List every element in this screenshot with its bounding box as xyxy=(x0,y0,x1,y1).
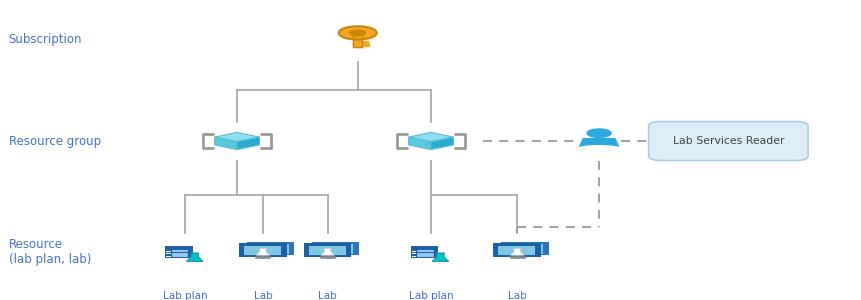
FancyBboxPatch shape xyxy=(492,243,541,257)
Polygon shape xyxy=(431,253,449,261)
Polygon shape xyxy=(214,132,259,142)
FancyBboxPatch shape xyxy=(498,246,535,256)
Polygon shape xyxy=(510,248,523,255)
Polygon shape xyxy=(256,248,269,255)
Text: Lab: Lab xyxy=(507,291,526,300)
FancyBboxPatch shape xyxy=(312,242,358,255)
Text: Subscription: Subscription xyxy=(9,32,82,46)
Bar xyxy=(353,32,362,47)
Polygon shape xyxy=(237,137,259,150)
Polygon shape xyxy=(186,253,203,261)
Circle shape xyxy=(586,129,610,137)
FancyBboxPatch shape xyxy=(251,244,288,254)
FancyBboxPatch shape xyxy=(238,243,286,257)
Polygon shape xyxy=(408,132,453,142)
FancyBboxPatch shape xyxy=(411,246,438,258)
FancyBboxPatch shape xyxy=(246,242,294,255)
Polygon shape xyxy=(408,137,430,150)
FancyBboxPatch shape xyxy=(308,246,345,256)
FancyBboxPatch shape xyxy=(501,242,548,255)
FancyBboxPatch shape xyxy=(165,246,192,258)
FancyBboxPatch shape xyxy=(303,243,351,257)
Polygon shape xyxy=(578,138,619,148)
Bar xyxy=(412,251,416,252)
Bar xyxy=(353,32,362,47)
Polygon shape xyxy=(430,137,453,150)
Text: Lab: Lab xyxy=(253,291,272,300)
Bar xyxy=(412,256,416,257)
Bar xyxy=(412,253,416,254)
Bar xyxy=(362,40,368,43)
Bar xyxy=(166,256,170,257)
Bar xyxy=(166,253,170,254)
Bar xyxy=(166,251,170,252)
Polygon shape xyxy=(214,137,237,150)
FancyBboxPatch shape xyxy=(316,244,353,254)
Circle shape xyxy=(338,26,376,40)
FancyBboxPatch shape xyxy=(244,246,281,256)
FancyBboxPatch shape xyxy=(505,244,542,254)
Text: Lab Services Reader: Lab Services Reader xyxy=(672,136,784,146)
FancyBboxPatch shape xyxy=(647,122,808,160)
Text: Lab: Lab xyxy=(318,291,337,300)
Text: Lab plan: Lab plan xyxy=(163,291,208,300)
Bar xyxy=(362,44,369,46)
Text: Resource
(lab plan, lab): Resource (lab plan, lab) xyxy=(9,238,91,266)
Text: Resource group: Resource group xyxy=(9,134,101,148)
Circle shape xyxy=(350,30,365,36)
Polygon shape xyxy=(320,248,334,255)
Text: Lab plan: Lab plan xyxy=(408,291,453,300)
